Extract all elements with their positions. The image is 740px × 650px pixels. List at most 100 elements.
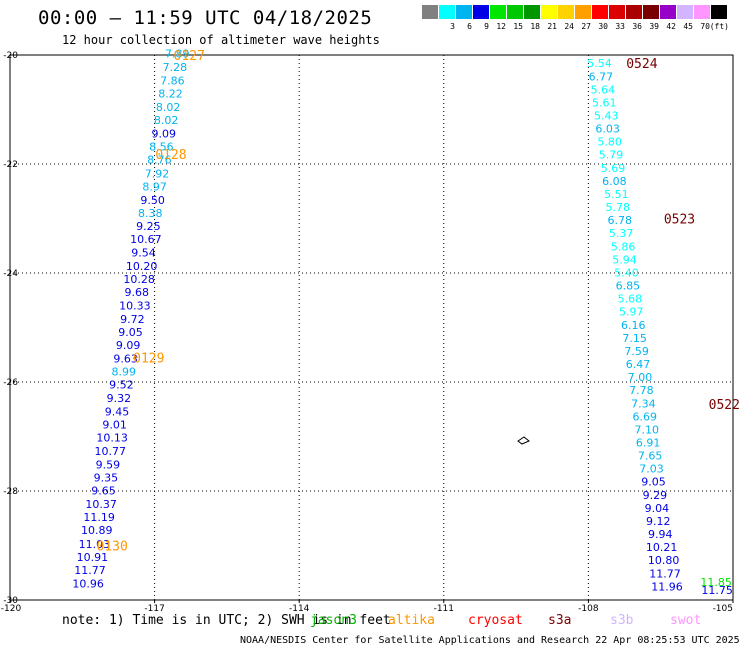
swh-value-label: 9.45 (105, 405, 130, 418)
legend-swatch (490, 5, 507, 19)
swh-value-label: 9.09 (116, 339, 141, 352)
swh-value-label: 5.78 (606, 201, 631, 214)
swh-value-label: 11.96 (651, 580, 683, 593)
legend-tick-label: 45 (683, 22, 693, 31)
island-outline (517, 436, 530, 445)
swh-value-label: 9.52 (109, 379, 134, 392)
legend-ticks: 3 6 9 12 15 18 21 24 27 30 33 36 39 42 45 70 (422, 22, 728, 31)
legend-swatch (677, 5, 694, 19)
swh-value-label: 9.72 (120, 313, 145, 326)
satellite-legend-s3a: s3a (548, 613, 572, 628)
swh-value-label: 10.96 (72, 578, 104, 591)
legend-tick-label: 18 (530, 22, 540, 31)
swh-value-label: 11.77 (74, 564, 106, 577)
satellite-legend-altika: altika (388, 613, 435, 628)
swh-value-label: 8.02 (154, 114, 179, 127)
swh-value-label: 8.02 (156, 101, 181, 114)
x-tick-label: -111 (434, 604, 454, 614)
swh-value-label: 9.05 (118, 326, 143, 339)
swh-value-label: 7.78 (629, 384, 654, 397)
swh-value-label: 7.86 (160, 75, 185, 88)
pass-time-label: 0130 (97, 540, 128, 555)
swh-value-label: 6.91 (636, 436, 661, 449)
legend-tick-label: 21 (547, 22, 557, 31)
legend-tick-label: 70 (700, 22, 710, 31)
swh-value-label: 8.22 (158, 88, 183, 101)
swh-value-label: 8.76 (147, 154, 172, 167)
swh-value-label: 11.19 (83, 511, 115, 524)
x-tick-label: -105 (713, 604, 733, 614)
swh-value-label: 7.03 (639, 463, 664, 476)
swh-value-label: 7.00 (628, 371, 653, 384)
satellite-legend-cryosat: cryosat (468, 613, 523, 628)
legend-swatch (524, 5, 541, 19)
legend-swatch (575, 5, 592, 19)
swh-value-label: 9.54 (131, 246, 156, 259)
swh-value-label: 7.59 (624, 345, 649, 358)
legend-swatches (422, 5, 728, 19)
swh-value-label: 6.69 (633, 410, 658, 423)
legend-swatch (507, 5, 524, 19)
legend-swatch (456, 5, 473, 19)
legend-tick-label: 9 (484, 22, 489, 31)
swh-value-label: 9.35 (94, 471, 119, 484)
swh-value-label: 10.33 (119, 300, 151, 313)
swh-value-label: 7.65 (638, 450, 663, 463)
swh-value-label: 10.91 (77, 551, 109, 564)
swh-value-label: 6.47 (626, 358, 651, 371)
swh-value-label: 9.50 (140, 194, 165, 207)
pass-time-label: 0128 (155, 148, 186, 163)
swh-value-label: 7.28 (163, 61, 188, 74)
x-tick-label: -114 (289, 604, 310, 614)
x-tick-label: -117 (144, 604, 164, 614)
swh-value-label: 5.37 (609, 227, 634, 240)
y-tick-label: -20 (3, 51, 18, 61)
swh-value-label: 9.63 (113, 353, 138, 366)
legend-swatch (643, 5, 660, 19)
swh-value-label: 9.32 (107, 392, 132, 405)
swh-value-label: 5.94 (612, 253, 637, 266)
swh-value-label: 9.68 (125, 286, 150, 299)
swh-value-label: 9.94 (648, 528, 673, 541)
y-tick-label: -28 (3, 487, 18, 497)
swh-value-label: 10.20 (126, 260, 158, 273)
legend-swatch (473, 5, 490, 19)
swh-value-label: 5.61 (592, 96, 617, 109)
legend-swatch (711, 5, 728, 19)
pass-time-label: 0524 (626, 57, 657, 72)
legend-tick-label: 12 (496, 22, 506, 31)
satellite-legend-s3b: s3b (610, 613, 634, 628)
swh-value-label: 9.25 (136, 220, 161, 233)
legend-swatch (422, 5, 439, 19)
swh-value-label: 5.40 (614, 266, 639, 279)
pass-time-label: 0523 (664, 213, 695, 228)
swh-value-label: 9.09 (152, 127, 177, 140)
swh-value-label: 6.16 (621, 319, 646, 332)
swh-value-label: 5.54 (587, 57, 612, 70)
plot-frame (9, 54, 734, 601)
y-tick-label: -30 (3, 596, 18, 606)
legend-swatch (541, 5, 558, 19)
swh-value-label: 11.77 (649, 567, 681, 580)
swh-value-label: 8.99 (112, 366, 137, 379)
page-title: 00:00 – 11:59 UTC 04/18/2025 (38, 7, 373, 29)
legend-tick-label: 36 (632, 22, 642, 31)
y-tick-label: -26 (3, 378, 18, 388)
legend-units: (ft) (709, 22, 729, 31)
legend-tick-label: 39 (649, 22, 659, 31)
swh-value-label: 10.21 (646, 541, 678, 554)
swh-value-label: 10.13 (96, 432, 128, 445)
swh-value-label: 9.59 (96, 458, 121, 471)
swh-value-label: 8.56 (149, 141, 174, 154)
swh-value-label: 11.03 (79, 538, 111, 551)
legend-tick-label: 42 (666, 22, 676, 31)
legend-swatch (694, 5, 711, 19)
legend-tick-label: 33 (615, 22, 625, 31)
legend-swatch (439, 5, 456, 19)
swh-value-label: 10.67 (130, 233, 162, 246)
swh-value-label: 8.97 (142, 180, 167, 193)
legend-swatch (558, 5, 575, 19)
swh-value-label: 7.10 (634, 423, 659, 436)
legend-swatch (626, 5, 643, 19)
swh-value-label: 8.38 (138, 207, 163, 220)
